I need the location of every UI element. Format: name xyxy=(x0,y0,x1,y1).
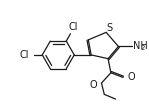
Text: NH: NH xyxy=(134,41,148,51)
Text: Cl: Cl xyxy=(20,50,29,60)
Text: 2: 2 xyxy=(141,45,145,51)
Text: S: S xyxy=(106,23,112,33)
Text: O: O xyxy=(89,80,97,90)
Text: O: O xyxy=(128,72,135,82)
Text: Cl: Cl xyxy=(69,22,78,32)
